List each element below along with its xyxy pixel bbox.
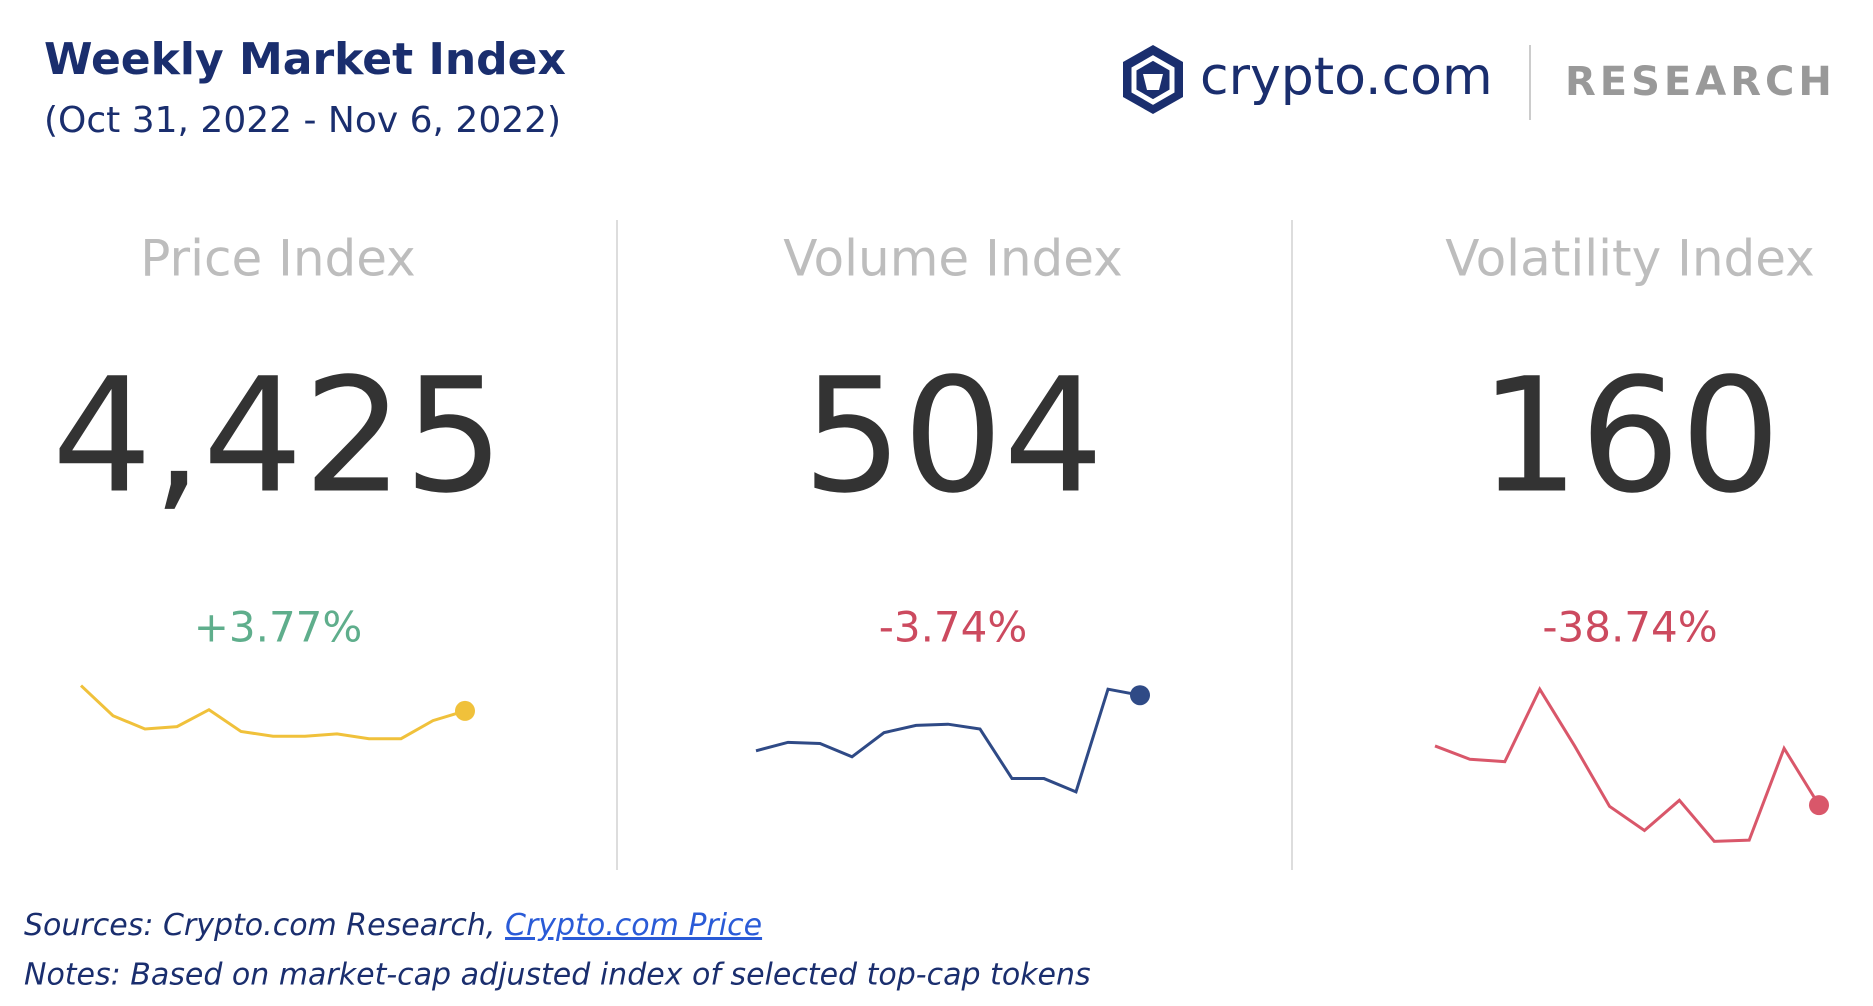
sparkline (79, 684, 466, 741)
subtitle: (Oct 31, 2022 - Nov 6, 2022) (44, 100, 561, 141)
card-value: 504 (802, 344, 1104, 528)
sparkline-end (1809, 795, 1829, 816)
card-change: +3.77% (194, 603, 363, 652)
sparkline (1434, 686, 1821, 843)
card-change: -38.74% (1542, 603, 1717, 652)
card-value: 160 (1479, 344, 1781, 528)
title: Weekly Market Index (44, 34, 566, 85)
card-title: Volume Index (783, 230, 1123, 288)
card-title: Volatility Index (1445, 230, 1814, 288)
notes: Notes: Based on market-cap adjusted inde… (24, 958, 1091, 993)
sources-text: Sources: Crypto.com Research, (24, 908, 505, 943)
card-title: Price Index (140, 230, 416, 288)
sparkline-end (455, 700, 475, 721)
card-change: -3.74% (879, 603, 1028, 652)
brand-logo (1123, 45, 1183, 114)
card-value: 4,425 (52, 344, 504, 528)
sources: Sources: Crypto.com Research, Crypto.com… (24, 908, 762, 943)
sparkline (755, 687, 1141, 794)
brand-section: RESEARCH (1565, 59, 1836, 105)
sources-link[interactable]: Crypto.com Price (505, 908, 762, 943)
sparkline-end (1130, 685, 1150, 706)
brand-name: crypto.com (1200, 47, 1493, 107)
